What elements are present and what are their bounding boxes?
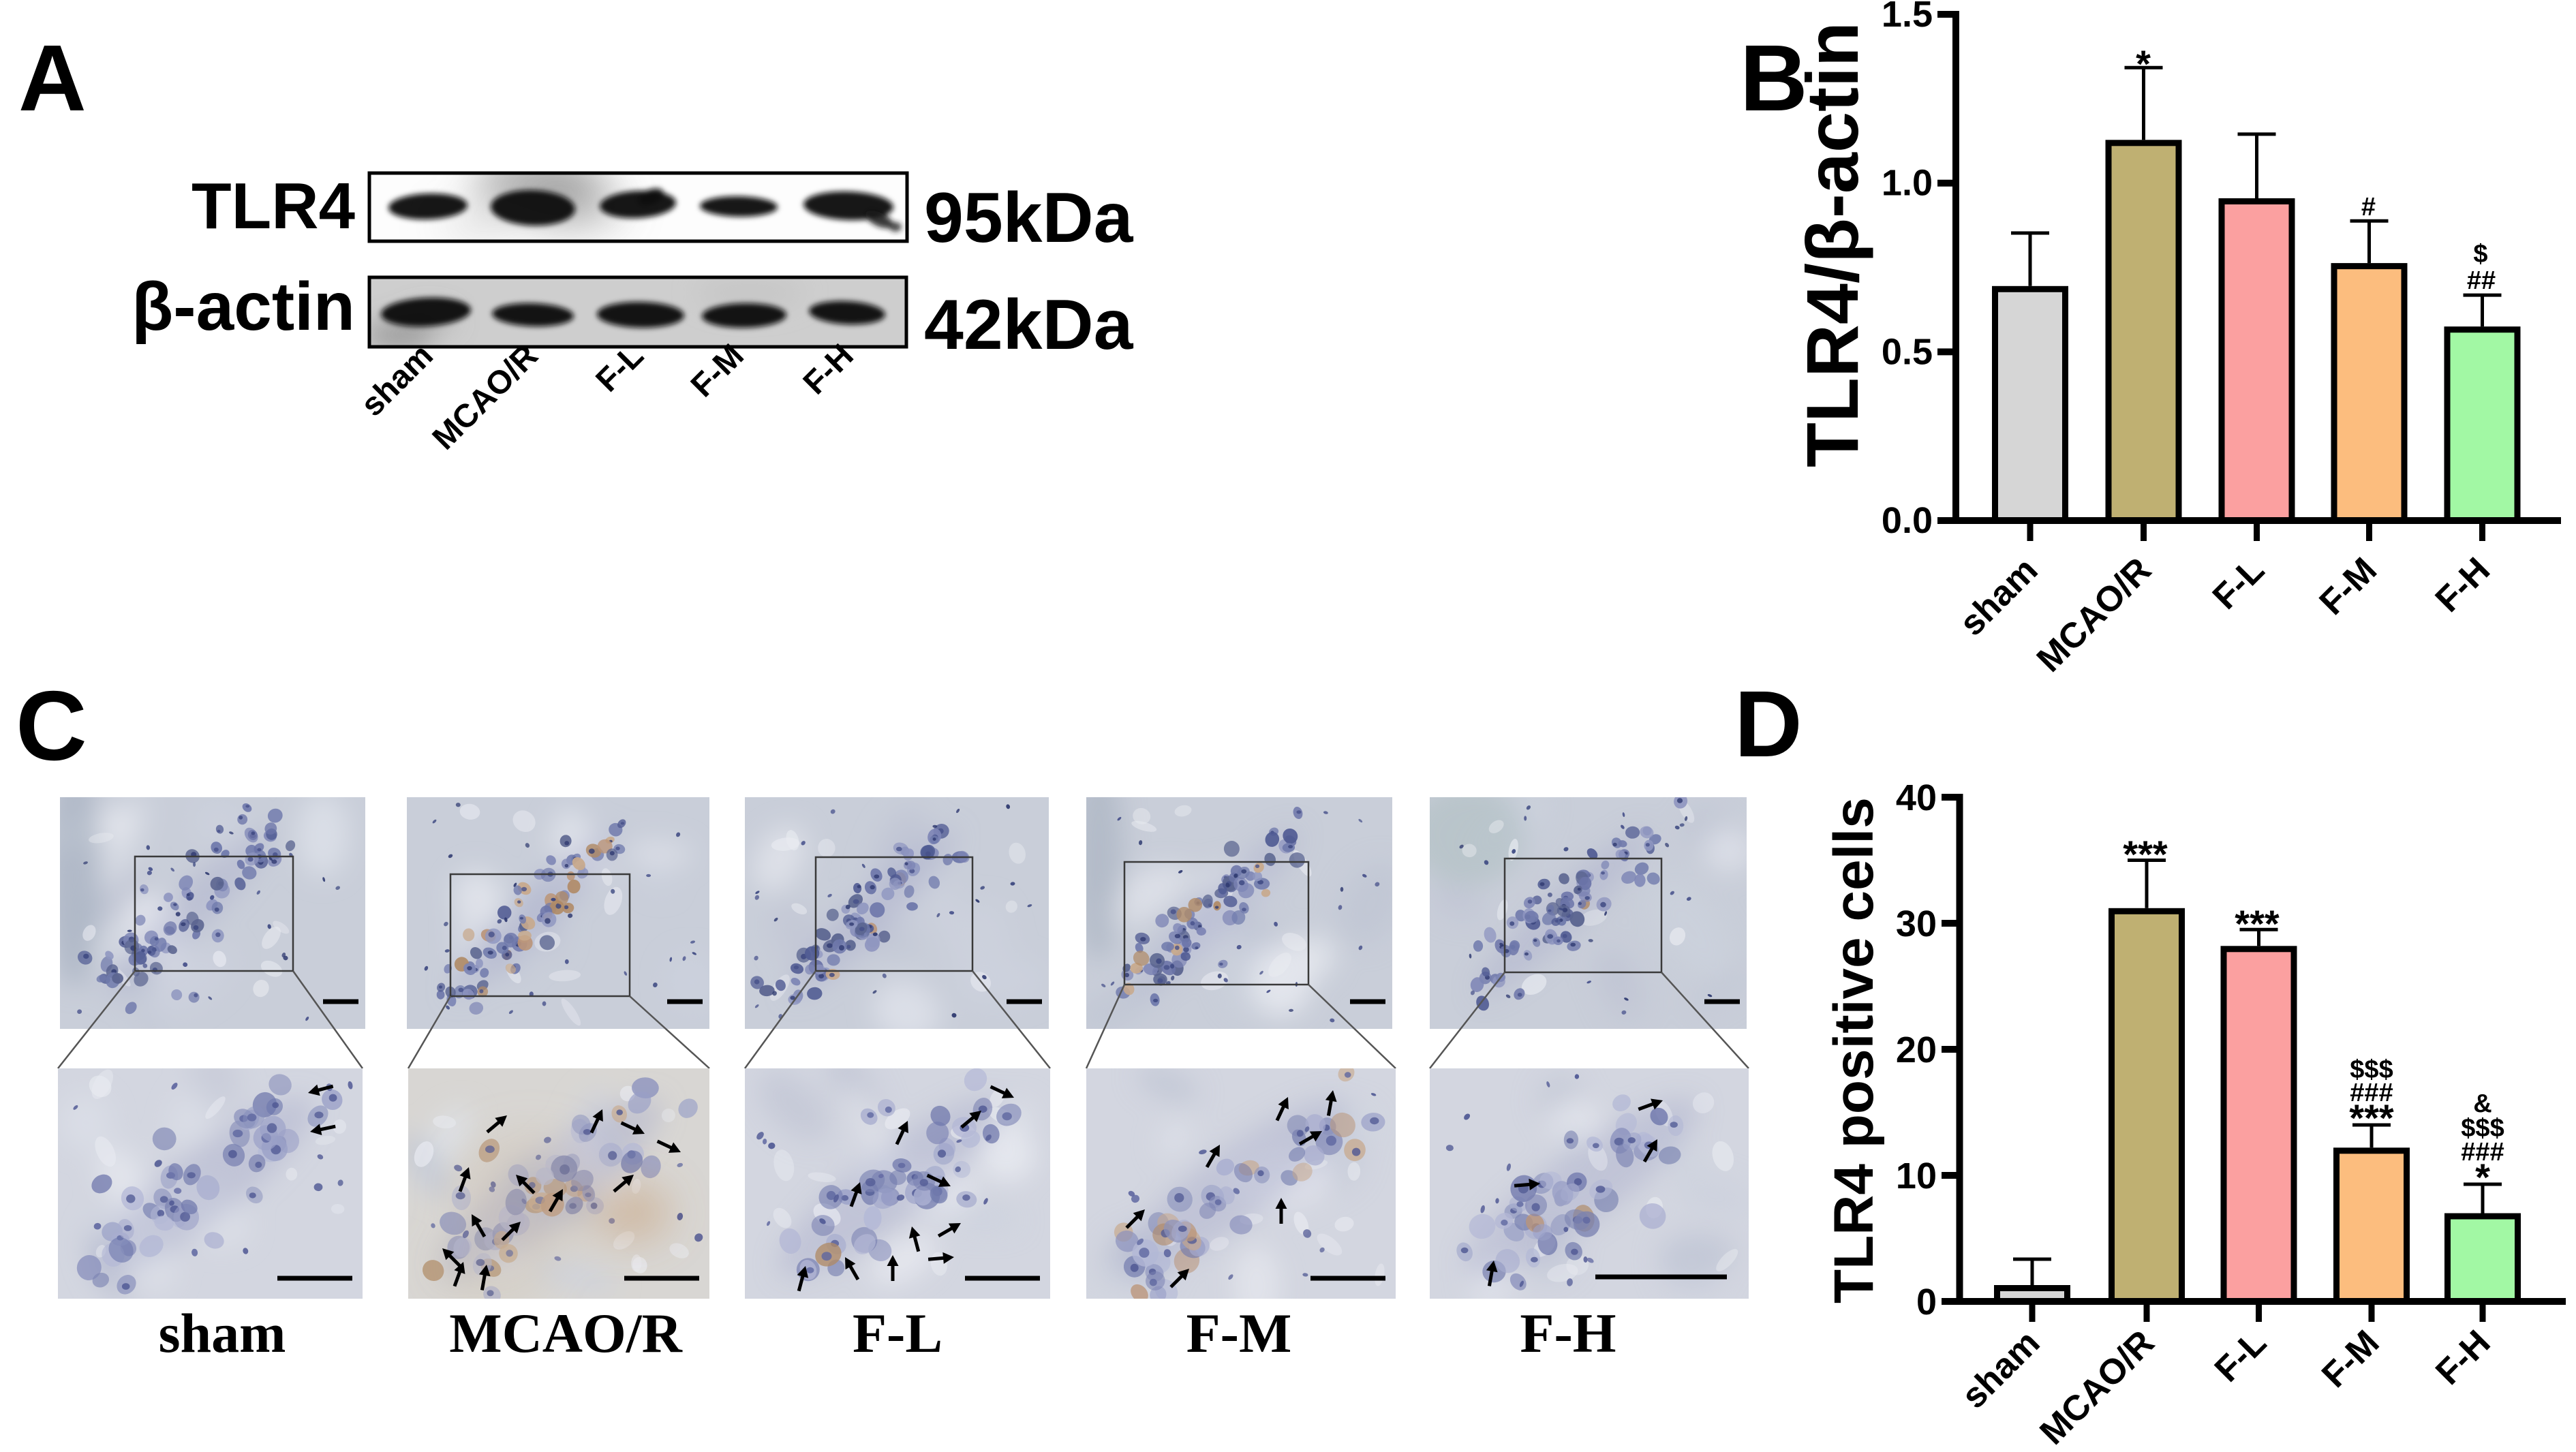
svg-text:F-L: F-L	[853, 1302, 942, 1364]
svg-text:0.5: 0.5	[1882, 331, 1933, 372]
svg-text:*: *	[2475, 1156, 2490, 1199]
svg-text:###: ###	[2461, 1138, 2504, 1167]
svg-text:B: B	[1740, 26, 1808, 131]
svg-text:TLR4/β-actin: TLR4/β-actin	[1791, 22, 1873, 467]
svg-text:$$$: $$$	[2461, 1114, 2504, 1143]
svg-text:sham: sham	[159, 1302, 286, 1364]
svg-text:20: 20	[1896, 1030, 1937, 1070]
svg-text:F-H: F-H	[1520, 1302, 1616, 1364]
svg-text:*: *	[2136, 42, 2151, 85]
svg-text:0.0: 0.0	[1882, 500, 1933, 541]
svg-text:TLR4 positive cells: TLR4 positive cells	[1823, 797, 1885, 1303]
svg-text:##: ##	[2467, 266, 2496, 295]
svg-text:40: 40	[1896, 777, 1937, 818]
svg-text:β-actin: β-actin	[132, 268, 355, 345]
svg-text:F-M: F-M	[1186, 1302, 1292, 1364]
svg-text:#: #	[2361, 193, 2376, 221]
svg-text:TLR4: TLR4	[191, 170, 355, 243]
svg-text:42kDa: 42kDa	[924, 285, 1134, 365]
svg-text:&: &	[2473, 1090, 2491, 1118]
svg-text:1.5: 1.5	[1882, 0, 1933, 35]
svg-text:***: ***	[2123, 833, 2168, 876]
svg-text:1.0: 1.0	[1882, 163, 1933, 204]
svg-text:$: $	[2473, 240, 2487, 268]
svg-text:10: 10	[1896, 1156, 1937, 1196]
svg-text:D: D	[1734, 672, 1803, 777]
svg-text:95kDa: 95kDa	[924, 179, 1134, 258]
svg-text:###: ###	[2350, 1079, 2393, 1107]
svg-text:***: ***	[2349, 1096, 2394, 1139]
svg-text:MCAO/R: MCAO/R	[449, 1302, 682, 1364]
svg-text:A: A	[18, 26, 87, 131]
svg-text:$$$: $$$	[2350, 1055, 2393, 1084]
svg-text:C: C	[16, 670, 87, 781]
svg-text:***: ***	[2235, 902, 2280, 945]
svg-text:0: 0	[1916, 1282, 1937, 1323]
svg-text:30: 30	[1896, 903, 1937, 944]
